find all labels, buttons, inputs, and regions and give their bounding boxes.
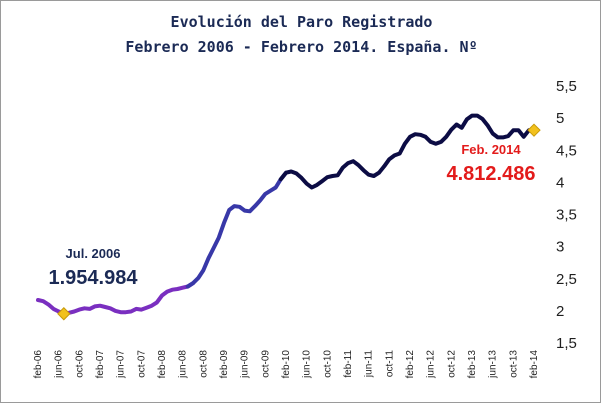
x-tick-label: jun-12 bbox=[426, 350, 437, 379]
chart-subtitle: Febrero 2006 - Febrero 2014. España. Nº bbox=[125, 38, 478, 56]
x-tick-label: jun-07 bbox=[116, 350, 127, 379]
x-axis-ticks: feb-06 jun-06 oct-06 feb-07 jun-07 oct-07 feb-… bbox=[33, 350, 540, 379]
x-tick-label: oct-13 bbox=[508, 350, 519, 378]
x-tick-label: oct-06 bbox=[74, 350, 85, 378]
y-tick-label: 4,5 bbox=[556, 142, 577, 159]
annotation-value: 4.812.486 bbox=[447, 163, 536, 185]
annotation-date: Feb. 2014 bbox=[461, 142, 521, 157]
annotation-labels: Jul. 2006 1.954.984 Feb. 2014 4.812.486 bbox=[49, 142, 536, 289]
chart-title: Evolución del Paro Registrado bbox=[170, 13, 433, 31]
y-tick-label: 3 bbox=[556, 239, 564, 256]
x-tick-label: jun-08 bbox=[178, 350, 189, 379]
annotation-date: Jul. 2006 bbox=[66, 246, 121, 261]
annotation-marker bbox=[527, 123, 541, 137]
x-tick-label: jun-09 bbox=[240, 350, 251, 379]
y-tick-label: 3,5 bbox=[556, 207, 577, 224]
x-tick-label: oct-08 bbox=[198, 350, 209, 378]
y-tick-label: 2,5 bbox=[556, 271, 577, 288]
x-tick-label: jun-13 bbox=[488, 350, 499, 379]
series-line-segment bbox=[185, 170, 288, 289]
y-tick-label: 2 bbox=[556, 303, 564, 320]
x-tick-label: oct-10 bbox=[322, 350, 333, 378]
x-tick-label: feb-07 bbox=[95, 350, 106, 379]
series-line-segment bbox=[278, 113, 536, 190]
x-tick-label: feb-13 bbox=[467, 350, 478, 379]
y-tick-label: 4 bbox=[556, 174, 564, 191]
annotation-markers bbox=[57, 123, 541, 321]
x-tick-label: jun-11 bbox=[364, 350, 375, 378]
x-tick-label: oct-09 bbox=[260, 350, 271, 378]
y-tick-label: 5 bbox=[556, 110, 564, 127]
y-axis-ticks: 5,5 5 4,5 4 3,5 3 2,5 2 1,5 bbox=[556, 78, 577, 352]
x-tick-label: feb-10 bbox=[281, 350, 292, 379]
x-tick-label: feb-11 bbox=[343, 350, 354, 378]
x-tick-label: feb-14 bbox=[529, 350, 540, 379]
annotation-marker bbox=[57, 307, 71, 321]
x-tick-label: oct-07 bbox=[136, 350, 147, 378]
annotation-value: 1.954.984 bbox=[49, 267, 139, 289]
x-tick-label: feb-12 bbox=[405, 350, 416, 379]
x-tick-label: oct-12 bbox=[446, 350, 457, 378]
x-tick-label: feb-06 bbox=[33, 350, 44, 379]
y-tick-label: 5,5 bbox=[556, 78, 577, 95]
y-tick-label: 1,5 bbox=[556, 335, 577, 352]
x-tick-label: feb-08 bbox=[157, 350, 168, 379]
x-tick-label: jun-10 bbox=[302, 350, 313, 379]
x-tick-label: jun-06 bbox=[54, 350, 65, 379]
x-tick-label: feb-09 bbox=[219, 350, 230, 379]
x-tick-label: oct-11 bbox=[384, 350, 395, 377]
